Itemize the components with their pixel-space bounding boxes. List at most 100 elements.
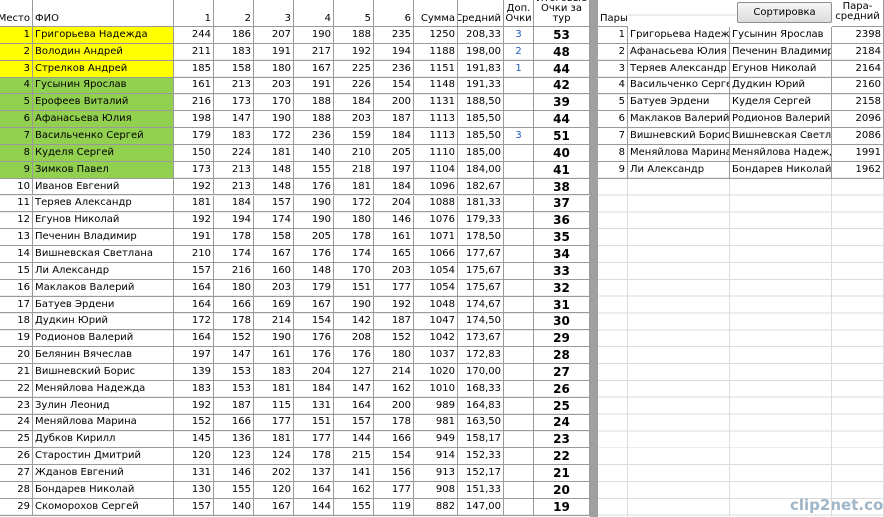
total-points: 34 xyxy=(534,246,590,263)
total-points: 28 xyxy=(534,347,590,364)
pair-number: 6 xyxy=(598,111,628,129)
game-score: 142 xyxy=(334,313,374,331)
total-points: 42 xyxy=(534,77,590,95)
game-score: 178 xyxy=(374,414,414,432)
game-score: 181 xyxy=(174,195,214,213)
player-name: Скоморохов Сергей xyxy=(33,498,174,516)
total-points: 25 xyxy=(534,397,590,415)
pair-first: Васильченко Сергей xyxy=(628,77,730,95)
game-score: 144 xyxy=(334,431,374,449)
grid-column xyxy=(628,178,730,517)
total-points: 44 xyxy=(534,111,590,129)
place: 9 xyxy=(0,161,33,179)
column-header: 3 xyxy=(254,0,294,27)
game-score: 184 xyxy=(294,380,334,398)
game-score: 164 xyxy=(294,481,334,499)
total-points: 35 xyxy=(534,229,590,247)
game-score: 191 xyxy=(174,229,214,247)
game-score: 123 xyxy=(214,448,254,466)
total-points: 48 xyxy=(534,43,590,61)
column-header: 1 xyxy=(174,0,214,27)
player-name: Дубков Кирилл xyxy=(33,431,174,449)
grid-column xyxy=(598,178,628,517)
player-name: Теряев Александр xyxy=(33,195,174,213)
total-points: 19 xyxy=(534,498,590,516)
game-score: 152 xyxy=(374,330,414,348)
game-score: 187 xyxy=(374,111,414,129)
player-name: Дудкин Юрий xyxy=(33,313,174,331)
pair-average-header: Пара-средний xyxy=(832,0,884,27)
bonus-points xyxy=(504,347,534,364)
column-header: ФИО xyxy=(33,0,174,27)
game-score: 200 xyxy=(374,397,414,415)
place: 25 xyxy=(0,431,33,449)
average: 172,83 xyxy=(458,347,504,364)
player-name: Жданов Евгений xyxy=(33,465,174,482)
total-points: 33 xyxy=(534,262,590,280)
game-score: 170 xyxy=(334,262,374,280)
game-score: 157 xyxy=(254,195,294,213)
pair-second: Егунов Николай xyxy=(730,60,832,78)
game-score: 167 xyxy=(294,296,334,314)
game-score: 192 xyxy=(174,212,214,230)
sum: 1131 xyxy=(414,94,458,112)
game-score: 139 xyxy=(174,364,214,381)
average: 174,67 xyxy=(458,296,504,314)
place: 28 xyxy=(0,481,33,499)
pair-second: Меняйлова Надежда xyxy=(730,144,832,162)
sum: 1250 xyxy=(414,27,458,44)
game-score: 190 xyxy=(294,212,334,230)
player-name: Володин Андрей xyxy=(33,43,174,61)
bonus-points xyxy=(504,212,534,230)
game-score: 127 xyxy=(334,364,374,381)
game-score: 183 xyxy=(254,364,294,381)
place: 5 xyxy=(0,94,33,112)
game-score: 203 xyxy=(254,279,294,297)
sum: 1088 xyxy=(414,195,458,213)
place: 8 xyxy=(0,144,33,162)
bonus-points xyxy=(504,498,534,516)
game-score: 174 xyxy=(214,246,254,263)
game-score: 170 xyxy=(254,94,294,112)
game-score: 166 xyxy=(374,431,414,449)
pair-number: 1 xyxy=(598,27,628,44)
game-score: 187 xyxy=(374,313,414,331)
place: 10 xyxy=(0,178,33,196)
bonus-points xyxy=(504,397,534,415)
game-score: 218 xyxy=(334,161,374,179)
average: 147,00 xyxy=(458,498,504,516)
game-score: 176 xyxy=(294,246,334,263)
game-score: 226 xyxy=(334,77,374,95)
game-score: 198 xyxy=(174,111,214,129)
game-score: 216 xyxy=(174,94,214,112)
game-score: 225 xyxy=(334,60,374,78)
pair-first: Ли Александр xyxy=(628,161,730,179)
total-points: 51 xyxy=(534,128,590,145)
pair-average: 1962 xyxy=(832,161,884,179)
game-score: 179 xyxy=(294,279,334,297)
sum: 1037 xyxy=(414,347,458,364)
game-score: 153 xyxy=(214,364,254,381)
game-score: 207 xyxy=(254,27,294,44)
sort-button[interactable]: Сортировка xyxy=(737,2,832,23)
game-score: 176 xyxy=(294,347,334,364)
player-name: Васильченко Сергей xyxy=(33,128,174,145)
place: 19 xyxy=(0,330,33,348)
bonus-points xyxy=(504,313,534,331)
game-score: 157 xyxy=(174,262,214,280)
place: 16 xyxy=(0,279,33,297)
sum: 1047 xyxy=(414,313,458,331)
place: 13 xyxy=(0,229,33,247)
bonus-points xyxy=(504,262,534,280)
pair-average: 2086 xyxy=(832,128,884,145)
player-name: Старостин Дмитрий xyxy=(33,448,174,466)
sum: 1020 xyxy=(414,364,458,381)
place: 14 xyxy=(0,246,33,263)
pair-average: 2096 xyxy=(832,111,884,129)
average: 208,33 xyxy=(458,27,504,44)
sum: 1148 xyxy=(414,77,458,95)
game-score: 185 xyxy=(174,60,214,78)
game-score: 236 xyxy=(374,60,414,78)
game-score: 184 xyxy=(334,94,374,112)
game-score: 213 xyxy=(214,77,254,95)
